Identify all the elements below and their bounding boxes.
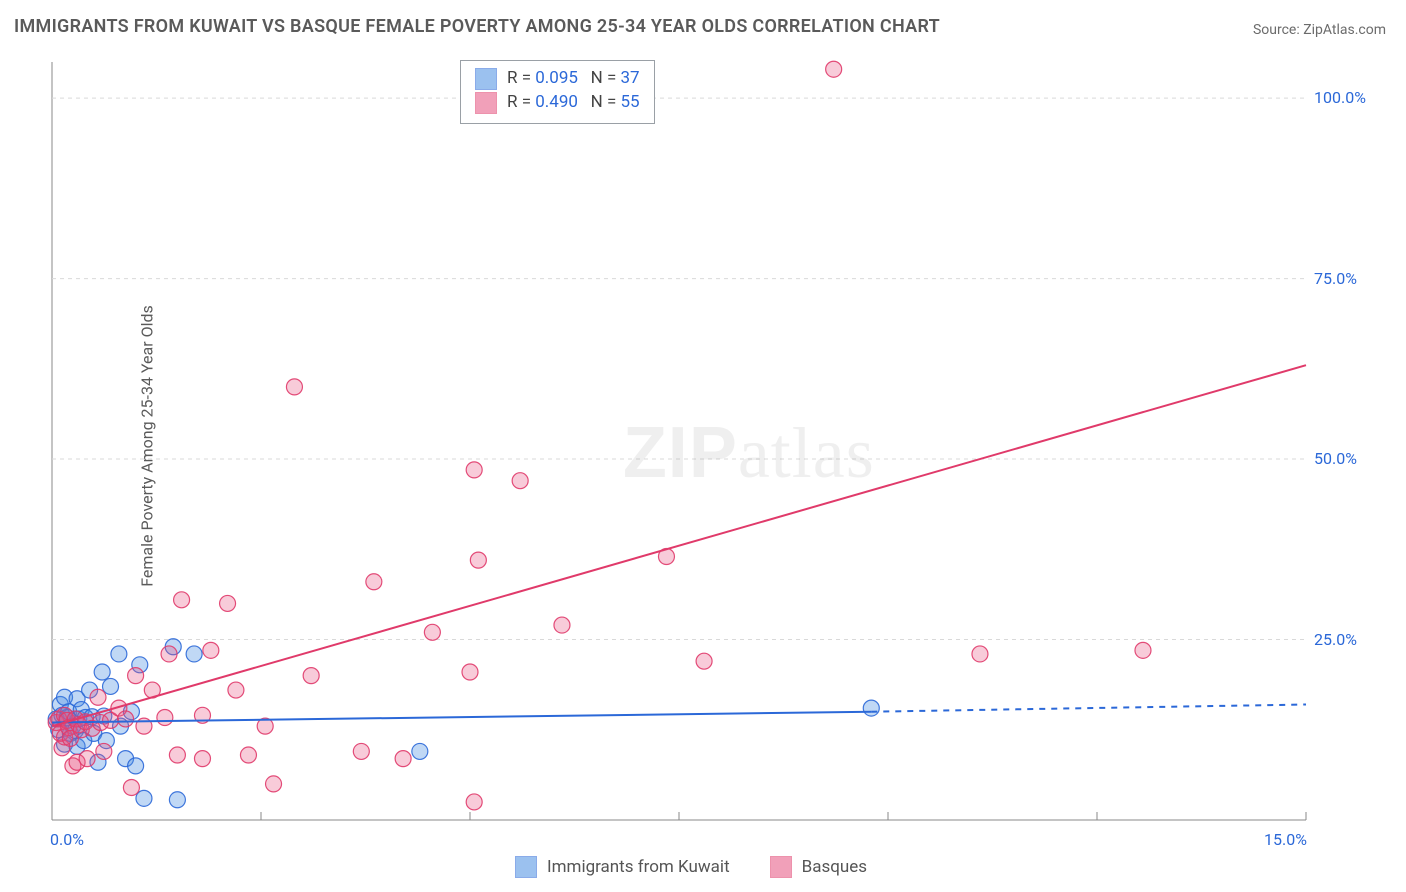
legend-swatch	[475, 68, 497, 90]
y-tick-label: 50.0%	[1314, 449, 1357, 468]
series-legend: Immigrants from Kuwait Basques	[515, 856, 867, 878]
chart-source: Source: ZipAtlas.com	[1253, 22, 1386, 38]
stats-legend: R = 0.095 N = 37R = 0.490 N = 55	[460, 60, 655, 124]
legend-text: R = 0.095 N = 37	[507, 67, 640, 91]
x-tick-label: 0.0%	[50, 830, 84, 849]
y-tick-label: 75.0%	[1314, 269, 1357, 288]
series-legend-item: Basques	[770, 856, 867, 878]
legend-swatch	[515, 856, 537, 878]
y-tick-label: 25.0%	[1314, 630, 1357, 649]
legend-swatch	[475, 92, 497, 114]
series-legend-item: Immigrants from Kuwait	[515, 856, 730, 878]
correlation-chart: IMMIGRANTS FROM KUWAIT VS BASQUE FEMALE …	[0, 0, 1406, 892]
legend-text: R = 0.490 N = 55	[507, 91, 640, 115]
stats-legend-row: R = 0.490 N = 55	[475, 91, 640, 115]
x-tick-label: 15.0%	[1264, 830, 1307, 849]
legend-swatch	[770, 856, 792, 878]
y-tick-label: 100.0%	[1314, 88, 1366, 107]
chart-title: IMMIGRANTS FROM KUWAIT VS BASQUE FEMALE …	[14, 16, 940, 37]
legend-label: Basques	[802, 857, 867, 877]
legend-label: Immigrants from Kuwait	[547, 857, 730, 877]
source-prefix: Source:	[1253, 22, 1303, 38]
source-link[interactable]: ZipAtlas.com	[1303, 22, 1386, 38]
stats-legend-row: R = 0.095 N = 37	[475, 67, 640, 91]
plot-area	[46, 56, 1366, 856]
